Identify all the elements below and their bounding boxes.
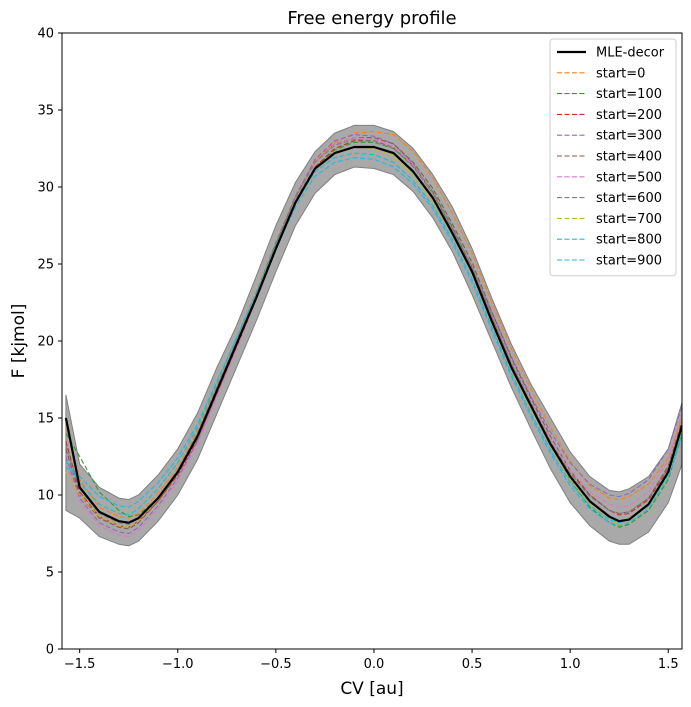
series-line-mle-decor [64, 145, 682, 524]
x-tick-label: −1.5 [64, 657, 96, 672]
legend-label: start=100 [596, 87, 662, 102]
y-tick-label: 40 [37, 27, 54, 42]
x-tick-label: 0.5 [462, 657, 483, 672]
legend-label: start=300 [596, 129, 662, 144]
series-line-start-800 [65, 152, 682, 524]
series-line-start-300 [65, 134, 682, 535]
legend-frame [549, 38, 677, 277]
legend-label: start=800 [596, 233, 662, 248]
legend-label: start=900 [596, 254, 662, 269]
x-tick-label: 0.0 [364, 657, 385, 672]
y-tick-label: 35 [37, 104, 54, 119]
y-tick-label: 10 [37, 489, 54, 504]
y-axis-label: F [kjmol] [9, 304, 29, 379]
x-axis: −1.5 −1.0 −0.5 0.0 0.5 1.0 1.5 [64, 649, 679, 672]
legend-label: start=0 [596, 66, 645, 81]
series-line-start-900 [65, 157, 682, 527]
x-axis-label: CV [au] [340, 679, 403, 699]
legend-label: start=200 [596, 108, 662, 123]
series-line-start-500 [65, 137, 682, 538]
y-tick-label: 0 [46, 643, 54, 658]
x-tick-label: 1.5 [658, 657, 679, 672]
legend-label: start=500 [596, 170, 662, 185]
x-tick-label: −0.5 [260, 657, 292, 672]
y-axis: 0 5 10 15 20 25 30 35 40 [37, 27, 62, 658]
legend: MLE-decor start=0 start=100 start=200 start=… [549, 38, 677, 277]
confidence-band [65, 124, 682, 547]
legend-label: start=700 [596, 212, 662, 227]
y-tick-label: 5 [46, 566, 54, 581]
y-tick-label: 25 [37, 258, 54, 273]
y-tick-label: 30 [37, 181, 54, 196]
x-tick-label: −1.0 [162, 657, 194, 672]
legend-label: start=400 [596, 150, 662, 165]
legend-label: start=600 [596, 191, 662, 206]
series-line-start-0 [65, 131, 682, 519]
legend-label: MLE-decor [596, 46, 665, 61]
chart-title: Free energy profile [287, 8, 456, 29]
series-line-start-100 [65, 141, 682, 528]
y-tick-label: 20 [37, 335, 54, 350]
y-tick-label: 15 [37, 412, 54, 427]
plot-area [64, 124, 682, 547]
series-line-start-700 [65, 146, 682, 528]
x-tick-label: 1.0 [560, 657, 581, 672]
